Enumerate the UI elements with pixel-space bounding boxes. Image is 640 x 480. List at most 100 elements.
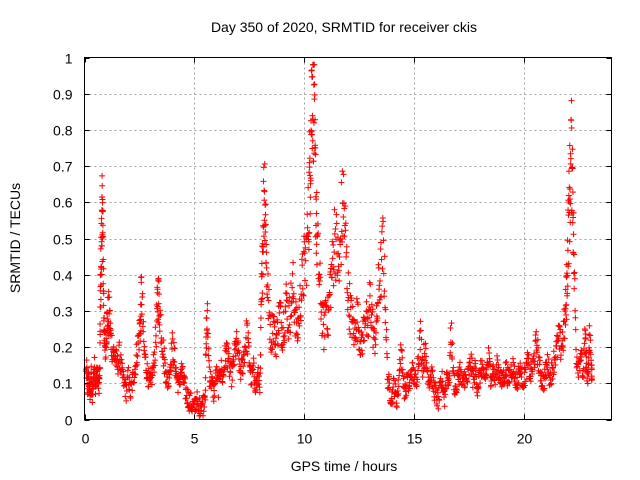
data-point	[256, 377, 263, 384]
data-point	[226, 373, 233, 380]
data-point	[123, 397, 130, 404]
data-point	[534, 336, 541, 343]
data-point	[142, 354, 149, 361]
data-point	[440, 394, 447, 401]
data-point	[211, 381, 218, 388]
data-point	[571, 269, 578, 276]
x-tick-label: 0	[82, 431, 90, 447]
data-point	[116, 339, 123, 346]
data-point	[313, 189, 320, 196]
data-point	[261, 160, 268, 167]
data-point	[156, 291, 163, 298]
data-point	[500, 381, 507, 388]
data-point	[343, 243, 350, 250]
data-point	[345, 312, 352, 319]
data-point	[541, 385, 548, 392]
data-point	[318, 316, 325, 323]
data-point	[353, 295, 360, 302]
data-point	[320, 346, 327, 353]
data-point	[272, 335, 279, 342]
y-tick-label: 0.2	[53, 340, 73, 356]
data-point	[120, 368, 127, 375]
data-point	[531, 350, 538, 357]
data-point	[113, 347, 120, 354]
data-point	[309, 137, 316, 144]
data-point	[350, 330, 357, 337]
data-point	[171, 359, 178, 366]
data-point	[336, 277, 343, 284]
data-point	[138, 311, 145, 318]
data-point	[348, 295, 355, 302]
data-point	[378, 256, 385, 263]
data-point	[568, 124, 575, 131]
data-point	[96, 364, 103, 371]
data-point	[302, 244, 309, 251]
data-point	[360, 338, 367, 345]
data-point	[169, 329, 176, 336]
data-point	[430, 374, 437, 381]
data-point	[124, 367, 131, 374]
data-point	[532, 338, 539, 345]
data-point	[263, 249, 270, 256]
data-point	[570, 214, 577, 221]
data-point	[257, 365, 264, 372]
data-point	[390, 384, 397, 391]
data-point	[514, 386, 521, 393]
data-point	[204, 300, 211, 307]
data-point	[236, 349, 243, 356]
data-point	[178, 360, 185, 367]
data-point	[324, 331, 331, 338]
data-point	[340, 171, 347, 178]
data-point	[444, 382, 451, 389]
data-point	[375, 299, 382, 306]
data-point	[340, 214, 347, 221]
data-point	[313, 250, 320, 257]
data-point	[503, 359, 510, 366]
data-point	[342, 220, 349, 227]
data-point	[363, 308, 370, 315]
data-point	[570, 270, 577, 277]
data-point	[561, 335, 568, 342]
y-tick-label: 0	[65, 413, 73, 429]
data-point	[449, 340, 456, 347]
data-point	[330, 282, 337, 289]
data-point	[205, 330, 212, 337]
data-point	[213, 363, 220, 370]
data-point	[565, 260, 572, 267]
data-point	[423, 359, 430, 366]
data-point	[300, 248, 307, 255]
data-point	[366, 314, 373, 321]
data-point	[368, 301, 375, 308]
data-point	[366, 292, 373, 299]
data-point	[100, 290, 107, 297]
data-point	[313, 210, 320, 217]
data-point	[346, 326, 353, 333]
data-point	[286, 294, 293, 301]
data-point	[297, 317, 304, 324]
data-point	[205, 352, 212, 359]
data-point	[144, 360, 151, 367]
data-point	[522, 366, 529, 373]
data-point	[414, 376, 421, 383]
data-point	[262, 211, 269, 218]
data-point	[204, 307, 211, 314]
data-point	[261, 217, 268, 224]
data-point	[428, 363, 435, 370]
data-point	[466, 372, 473, 379]
data-point	[317, 260, 324, 267]
data-point	[475, 384, 482, 391]
data-point	[261, 188, 268, 195]
data-point	[294, 331, 301, 338]
data-point	[469, 384, 476, 391]
data-point	[315, 230, 322, 237]
data-point	[235, 339, 242, 346]
data-point	[572, 314, 579, 321]
data-point	[97, 245, 104, 252]
data-point	[311, 91, 318, 98]
data-point	[349, 303, 356, 310]
data-point	[570, 209, 577, 216]
data-point	[248, 381, 255, 388]
data-point	[316, 278, 323, 285]
data-point	[573, 346, 580, 353]
